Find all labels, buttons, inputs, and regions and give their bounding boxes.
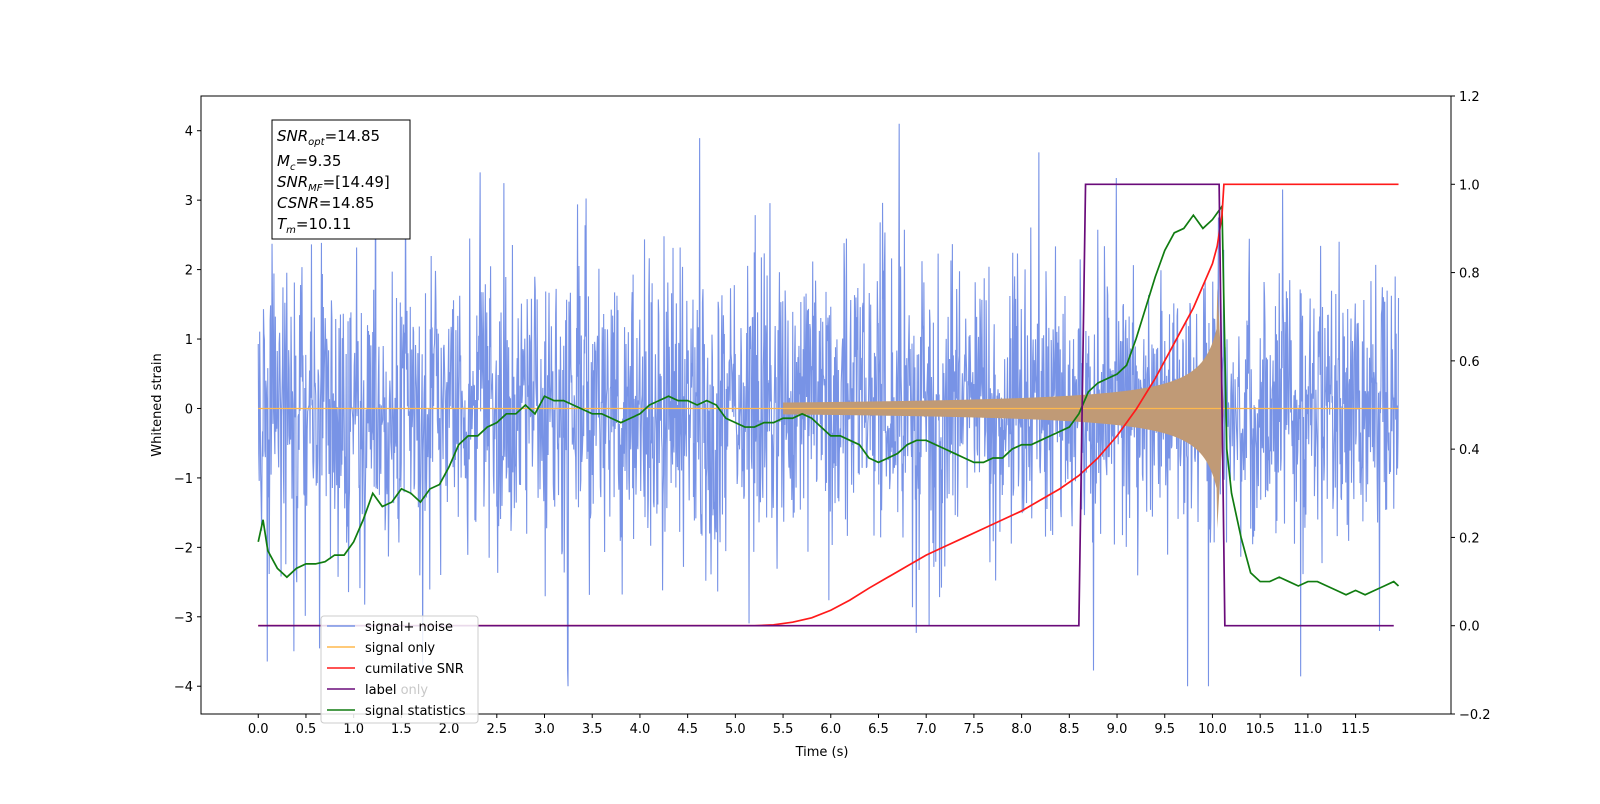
info-box-frame	[271, 119, 411, 240]
x-tick-label: 2.5	[486, 722, 507, 737]
info-csnr: CSNR=14.85	[277, 194, 374, 212]
x-tick-label: 10.5	[1246, 722, 1275, 737]
legend-label-cumulative-snr: cumilative SNR	[365, 662, 464, 677]
y-tick-label: 0	[185, 402, 193, 417]
x-tick-label: 1.5	[391, 722, 412, 737]
x-tick-label: 0.0	[248, 722, 269, 737]
y-tick-label: −3	[174, 611, 193, 626]
y2-tick-label: 0.2	[1459, 531, 1480, 546]
legend-label-label-only: label only	[365, 683, 428, 698]
x-tick-label: 3.0	[534, 722, 555, 737]
info-snr-mf: SNRMF=[14.49]	[277, 173, 390, 194]
y2-tick-label: 0.4	[1459, 443, 1480, 458]
y-tick-label: −4	[174, 680, 193, 695]
info-snr-opt: SNRopt=14.85	[277, 127, 380, 148]
x-tick-label: 7.5	[964, 722, 985, 737]
y-tick-label: 4	[185, 125, 193, 140]
cumulative-snr-line	[258, 183, 1399, 627]
signal-noise-line	[257, 123, 1400, 687]
y-tick-label: −2	[174, 541, 193, 556]
signal-noise-series	[257, 123, 1400, 687]
y2-tick-label: 0.6	[1459, 355, 1480, 370]
plot-frame	[200, 95, 1452, 715]
legend-label-signal-noise: signal+ noise	[365, 620, 453, 635]
y2-tick-label: 1.0	[1459, 178, 1480, 193]
x-tick-label: 4.0	[630, 722, 651, 737]
x-tick-label: 9.0	[1107, 722, 1128, 737]
info-mc: Mc=9.35	[277, 152, 341, 173]
x-tick-label: 8.5	[1059, 722, 1080, 737]
y-axis-label: Whitened strain	[150, 353, 165, 456]
legend-label-signal-statistics: signal statistics	[365, 704, 466, 719]
y-tick-label: 2	[185, 264, 193, 279]
overlay-series	[257, 183, 1400, 627]
legend-label-signal-only: signal only	[365, 641, 435, 656]
x-tick-label: 5.0	[725, 722, 746, 737]
y-tick-label: 3	[185, 194, 193, 209]
x-axis: 0.0 0.5 1.0 1.5 2.0 2.5 3.0 3.5 4.0 4.5 5.0 5.5 6.0 6…	[248, 714, 1370, 737]
x-tick-label: 3.5	[582, 722, 603, 737]
legend-frame	[320, 615, 479, 724]
x-tick-label: 11.5	[1341, 722, 1370, 737]
legend: signal+ noise signal only cumilative SNR…	[320, 615, 479, 724]
x-tick-label: 1.0	[343, 722, 364, 737]
x-tick-label: 0.5	[296, 722, 317, 737]
y-axis-right: 1.2 1.0 0.8 0.6 0.4 0.2 0.0 −0.2	[1451, 90, 1491, 723]
y2-tick-label: −0.2	[1459, 708, 1491, 723]
y2-tick-label: 0.0	[1459, 620, 1480, 635]
y-tick-label: 1	[185, 333, 193, 348]
y2-tick-label: 0.8	[1459, 267, 1480, 282]
x-tick-label: 6.5	[868, 722, 889, 737]
x-tick-label: 4.5	[677, 722, 698, 737]
x-tick-label: 6.0	[820, 722, 841, 737]
y-tick-label: −1	[174, 472, 193, 487]
x-tick-label: 10.0	[1198, 722, 1227, 737]
info-tm: Tm=10.11	[277, 215, 351, 236]
x-tick-label: 9.5	[1154, 722, 1175, 737]
label-line	[258, 183, 1394, 627]
x-tick-label: 11.0	[1293, 722, 1322, 737]
signal-only-series	[258, 288, 1399, 529]
x-tick-label: 2.0	[439, 722, 460, 737]
x-tick-label: 5.5	[773, 722, 794, 737]
x-tick-label: 7.0	[916, 722, 937, 737]
info-box: SNRopt=14.85 Mc=9.35 SNRMF=[14.49] CSNR=…	[271, 119, 411, 240]
y-axis-left: 4 3 2 1 0 −1 −2 −3 −4	[174, 125, 201, 695]
y2-tick-label: 1.2	[1459, 90, 1480, 105]
x-axis-label: Time (s)	[795, 745, 849, 760]
legend-label-label: label	[365, 683, 396, 698]
x-tick-label: 8.0	[1011, 722, 1032, 737]
